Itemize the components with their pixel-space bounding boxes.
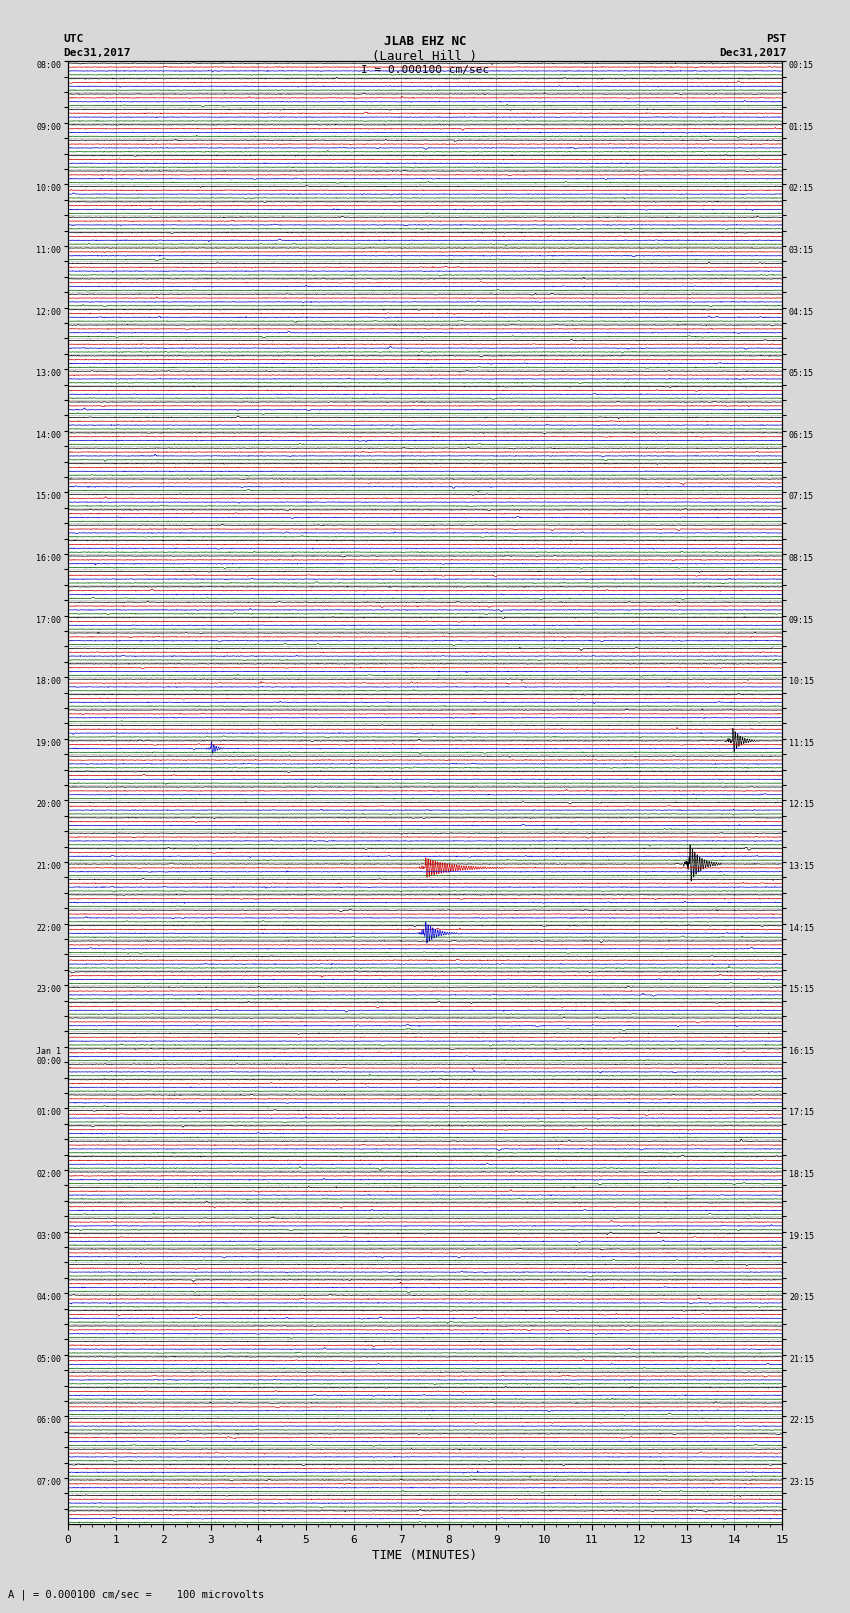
Text: Dec31,2017: Dec31,2017 [719, 48, 786, 58]
Text: A | = 0.000100 cm/sec =    100 microvolts: A | = 0.000100 cm/sec = 100 microvolts [8, 1589, 264, 1600]
Text: JLAB EHZ NC: JLAB EHZ NC [383, 35, 467, 48]
Text: (Laurel Hill ): (Laurel Hill ) [372, 50, 478, 63]
X-axis label: TIME (MINUTES): TIME (MINUTES) [372, 1548, 478, 1561]
Text: I = 0.000100 cm/sec: I = 0.000100 cm/sec [361, 65, 489, 74]
Text: Dec31,2017: Dec31,2017 [64, 48, 131, 58]
Text: PST: PST [766, 34, 786, 44]
Text: UTC: UTC [64, 34, 84, 44]
